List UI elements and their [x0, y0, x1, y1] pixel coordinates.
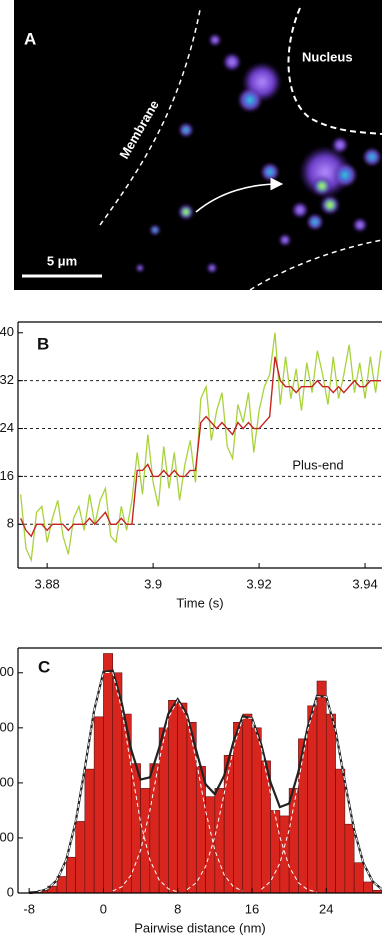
y-tick-label: 800: [0, 664, 14, 679]
nucleus-outline: [287, 7, 382, 135]
cell-outline: [249, 239, 382, 291]
y-tick-label: 400: [0, 774, 14, 789]
scale-bar-label: 5 μm: [47, 253, 77, 268]
histogram-bar: [149, 763, 160, 894]
histogram-bar: [93, 716, 104, 894]
annotation: Plus-end: [292, 457, 343, 472]
x-tick-label: 3.92: [246, 576, 271, 591]
histogram-bar: [279, 815, 290, 894]
nucleus-label: Nucleus: [302, 49, 353, 64]
x-tick-label: 8: [174, 901, 181, 916]
histogram-bar: [233, 722, 244, 894]
line-series: [20, 332, 382, 563]
x-tick-label: 3.94: [352, 576, 377, 591]
panel-label: C: [38, 657, 50, 676]
y-tick-label: 16: [0, 468, 14, 483]
arrow: [195, 177, 284, 213]
y-tick-label: 0: [7, 884, 14, 899]
histogram-bar: [270, 810, 281, 894]
histogram-bar: [177, 702, 188, 894]
histogram-bar: [205, 796, 216, 894]
x-tick-label: -8: [23, 901, 35, 916]
x-tick-label: 16: [245, 901, 259, 916]
histogram-bar: [251, 727, 262, 894]
x-tick-label: 3.9: [144, 576, 162, 591]
x-tick-label: 0: [100, 901, 107, 916]
x-tick-label: 3.88: [34, 576, 59, 591]
histogram-bar: [75, 821, 86, 894]
chart-panel: 8 16 24 32 40 3.88 3.9 3.92 3.94 Time (s) B Plus-en…: [0, 321, 382, 610]
chart-panel: 0200400600800-808162432Pairwise distance…: [0, 647, 382, 935]
y-tick-label: 200: [0, 829, 14, 844]
micrograph-panel: A Nucleus Membrane 5 μm: [14, 0, 382, 291]
x-axis-label: Pairwise distance (nm): [134, 920, 266, 935]
component-fit: [186, 717, 318, 893]
y-tick-label: 600: [0, 719, 14, 734]
x-axis-label: Time (s): [176, 595, 223, 610]
panel-label: A: [24, 29, 36, 48]
y-tick-label: 8: [7, 516, 14, 531]
histogram-bar: [168, 700, 179, 894]
component-fit: [112, 699, 243, 892]
panel-label: B: [37, 334, 49, 353]
histogram-bar: [307, 705, 318, 894]
histogram-bar: [325, 713, 336, 894]
histogram-bar: [112, 672, 123, 894]
histogram-bar: [65, 856, 76, 894]
histogram-bar: [103, 653, 114, 894]
histogram-bar: [353, 862, 364, 894]
histogram-bar: [214, 788, 225, 894]
histogram-bar: [344, 823, 355, 894]
fluorescent-spots: [136, 34, 381, 273]
component-fit: [38, 672, 178, 893]
histogram-bar: [223, 755, 234, 894]
histogram-bar: [242, 713, 253, 894]
x-tick-label: 24: [319, 901, 333, 916]
histogram-bar: [335, 768, 346, 894]
y-tick-label: 40: [0, 324, 14, 339]
component-fit: [260, 696, 382, 890]
histogram-bar: [158, 727, 169, 894]
histogram-bar: [84, 768, 95, 894]
y-tick-label: 32: [0, 372, 14, 387]
histogram-bar: [316, 680, 327, 894]
histogram-bar: [363, 881, 374, 894]
membrane-outline: [99, 9, 201, 226]
line-series: [20, 356, 381, 538]
y-tick-label: 24: [0, 420, 14, 435]
micrograph: [14, 0, 382, 290]
histogram-bar: [130, 763, 141, 894]
